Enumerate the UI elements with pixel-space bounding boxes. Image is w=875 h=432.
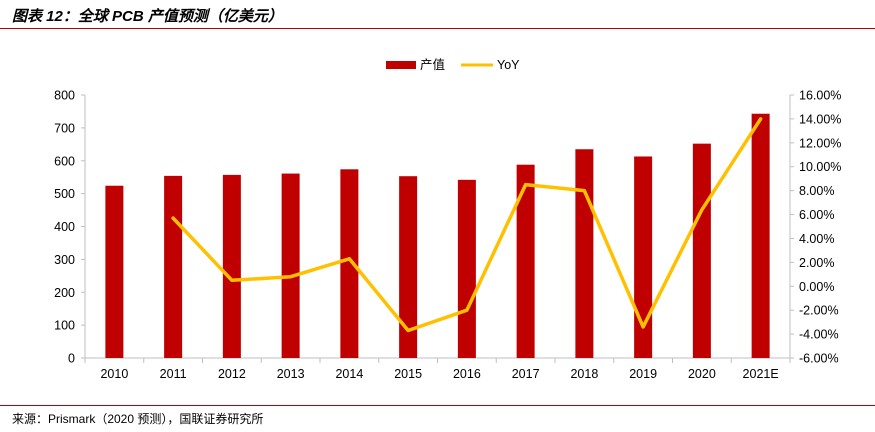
x-axis-ticks: 2010 2011 2012 2013 2014 2015 2016 2017 2018 2019… xyxy=(100,367,778,381)
yoy-point-2021E xyxy=(759,117,763,121)
yoy-point-2011 xyxy=(171,216,175,220)
yoy-point-2018 xyxy=(582,189,586,193)
x-tick-label: 2011 xyxy=(160,367,187,381)
right-tick-label: 10.00% xyxy=(799,160,841,174)
right-tick-label: -2.00% xyxy=(799,304,839,318)
x-tick-label: 2019 xyxy=(629,367,657,381)
left-tick-label: 800 xyxy=(54,89,75,103)
left-axis-ticks: 0 100 200 300 400 500 600 700 800 xyxy=(54,89,85,366)
x-tick-label: 2010 xyxy=(100,367,128,381)
bar-2017 xyxy=(516,164,535,358)
top-rule xyxy=(0,28,875,29)
line-series-yoy xyxy=(171,117,763,333)
x-tick-label: 2020 xyxy=(688,367,716,381)
x-tick-label: 2013 xyxy=(277,367,305,381)
left-tick-label: 500 xyxy=(54,187,75,201)
x-tick-label: 2014 xyxy=(335,367,363,381)
left-tick-label: 600 xyxy=(54,154,75,168)
yoy-point-2013 xyxy=(289,275,293,279)
legend-line-label: YoY xyxy=(497,58,520,72)
yoy-point-2015 xyxy=(406,329,410,333)
left-tick-label: 400 xyxy=(54,220,75,234)
legend-bar-label: 产值 xyxy=(420,57,445,72)
legend-bar-swatch xyxy=(386,61,416,69)
bottom-rule xyxy=(0,405,875,406)
yoy-point-2012 xyxy=(230,278,234,282)
yoy-point-2019 xyxy=(641,325,645,329)
yoy-point-2014 xyxy=(347,257,351,261)
bar-2020 xyxy=(692,143,711,358)
right-tick-label: 12.00% xyxy=(799,136,841,150)
legend: 产值 YoY xyxy=(386,57,520,72)
yoy-point-2020 xyxy=(700,208,704,212)
bar-2014 xyxy=(340,169,359,358)
yoy-point-2016 xyxy=(465,308,469,312)
right-tick-label: 16.00% xyxy=(799,89,841,103)
x-tick-label: 2012 xyxy=(218,367,246,381)
right-tick-label: 14.00% xyxy=(799,112,841,126)
right-tick-label: 6.00% xyxy=(799,208,834,222)
right-tick-label: 8.00% xyxy=(799,184,834,198)
right-tick-label: 2.00% xyxy=(799,256,834,270)
source-note: 来源：Prismark（2020 预测），国联证券研究所 xyxy=(12,412,264,426)
figure-title: 图表 12：全球 PCB 产值预测（亿美元） xyxy=(12,8,283,25)
right-axis-ticks: -6.00% -4.00% -2.00% 0.00% 2.00% 4.00% 6.00% 8.… xyxy=(790,89,841,366)
bar-2019 xyxy=(634,156,653,358)
bar-2016 xyxy=(457,179,476,358)
bar-2010 xyxy=(105,185,124,358)
left-tick-label: 200 xyxy=(54,286,75,300)
bar-2015 xyxy=(399,176,418,358)
left-tick-label: 700 xyxy=(54,121,75,135)
right-tick-label: 0.00% xyxy=(799,280,834,294)
x-tick-label: 2018 xyxy=(570,367,598,381)
x-tick-label: 2017 xyxy=(512,367,540,381)
x-tick-label: 2021E xyxy=(743,367,779,381)
bar-2021E xyxy=(751,113,770,359)
axes xyxy=(84,95,791,363)
bar-2018 xyxy=(575,149,594,358)
x-tick-label: 2015 xyxy=(394,367,422,381)
left-tick-label: 100 xyxy=(54,319,75,333)
left-tick-label: 0 xyxy=(68,352,75,366)
yoy-point-2017 xyxy=(524,183,528,187)
right-tick-label: 4.00% xyxy=(799,232,834,246)
left-tick-label: 300 xyxy=(54,253,75,267)
x-tick-label: 2016 xyxy=(453,367,481,381)
right-tick-label: -6.00% xyxy=(799,352,839,366)
bar-2013 xyxy=(281,173,300,358)
right-tick-label: -4.00% xyxy=(799,328,839,342)
bar-2012 xyxy=(222,174,241,358)
bar-2011 xyxy=(164,175,183,358)
